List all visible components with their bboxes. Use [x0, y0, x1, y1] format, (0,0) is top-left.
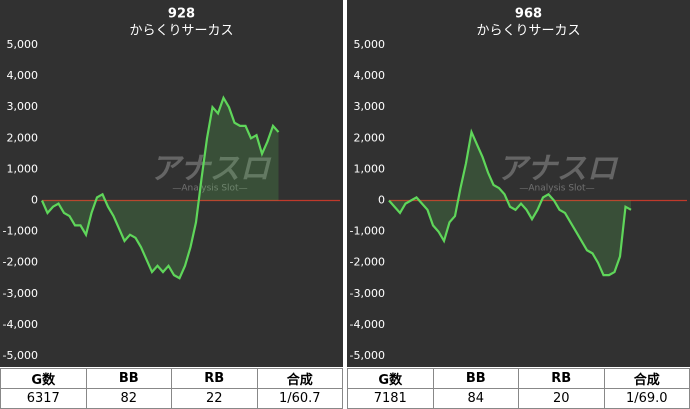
y-tick-label: -4,000: [350, 318, 385, 331]
y-tick-label: 4,000: [7, 69, 39, 82]
watermark: アナスロ: [150, 152, 271, 187]
header-cell: RB: [171, 368, 258, 389]
y-tick-label: 2,000: [354, 131, 386, 144]
y-tick-label: -5,000: [3, 349, 38, 362]
y-tick-label: 3,000: [354, 100, 386, 113]
watermark-sub: —Analysis Slot—: [172, 184, 247, 194]
y-tick-label: -1,000: [350, 225, 385, 238]
header-row: G数 BB RB 合成: [347, 368, 690, 389]
header-cell: 合成: [603, 368, 690, 389]
chart-subtitle: からくりサーカス: [476, 24, 580, 39]
watermark: アナスロ: [497, 152, 618, 187]
header-cell: RB: [518, 368, 605, 389]
watermark-sub: —Analysis Slot—: [519, 184, 594, 194]
y-tick-label: 1,000: [354, 162, 386, 175]
y-tick-label: -5,000: [350, 349, 385, 362]
value-cell: 84: [432, 388, 519, 409]
value-row: 7181 84 20 1/69.0: [347, 388, 690, 409]
y-tick-label: -1,000: [3, 225, 38, 238]
value-cell: 7181: [347, 388, 434, 409]
y-tick-label: 4,000: [354, 69, 386, 82]
area-fill: [389, 132, 631, 276]
value-cell: 22: [171, 388, 258, 409]
value-cell: 20: [518, 388, 605, 409]
y-tick-label: 5,000: [7, 38, 39, 51]
header-cell: BB: [85, 368, 172, 389]
y-tick-label: 1,000: [7, 162, 39, 175]
value-cell: 6317: [0, 388, 87, 409]
header-cell: 合成: [256, 368, 343, 389]
chart-subtitle: からくりサーカス: [129, 24, 233, 39]
chart-title: 928: [168, 7, 195, 22]
panel-background: [0, 0, 343, 367]
y-tick-label: -2,000: [3, 256, 38, 269]
header-cell: G数: [347, 368, 434, 389]
y-tick-label: -3,000: [3, 287, 38, 300]
area-fill: [42, 97, 279, 279]
header-cell: G数: [0, 368, 87, 389]
y-tick-label: -2,000: [350, 256, 385, 269]
line: [388, 128, 632, 277]
y-tick-label: 5,000: [354, 38, 386, 51]
value-cell: 1/69.0: [603, 388, 690, 409]
y-tick-label: 3,000: [7, 100, 39, 113]
stats-table: G数 BB RB 合成 7181 84 20 1/69.0: [347, 368, 690, 409]
y-tick-label: 2,000: [7, 131, 39, 144]
value-cell: 82: [85, 388, 172, 409]
stats-table: G数 BB RB 合成 6317 82 22 1/60.7: [0, 368, 343, 409]
y-tick-label: 0: [378, 194, 385, 207]
y-tick-label: 0: [31, 194, 38, 207]
y-tick-label: -4,000: [3, 318, 38, 331]
value-row: 6317 82 22 1/60.7: [0, 388, 343, 409]
header-cell: BB: [432, 368, 519, 389]
chart-title: 968: [515, 7, 542, 22]
line: [40, 95, 280, 280]
panel-background: [347, 0, 690, 367]
y-tick-label: -3,000: [350, 287, 385, 300]
header-row: G数 BB RB 合成: [0, 368, 343, 389]
value-cell: 1/60.7: [256, 388, 343, 409]
